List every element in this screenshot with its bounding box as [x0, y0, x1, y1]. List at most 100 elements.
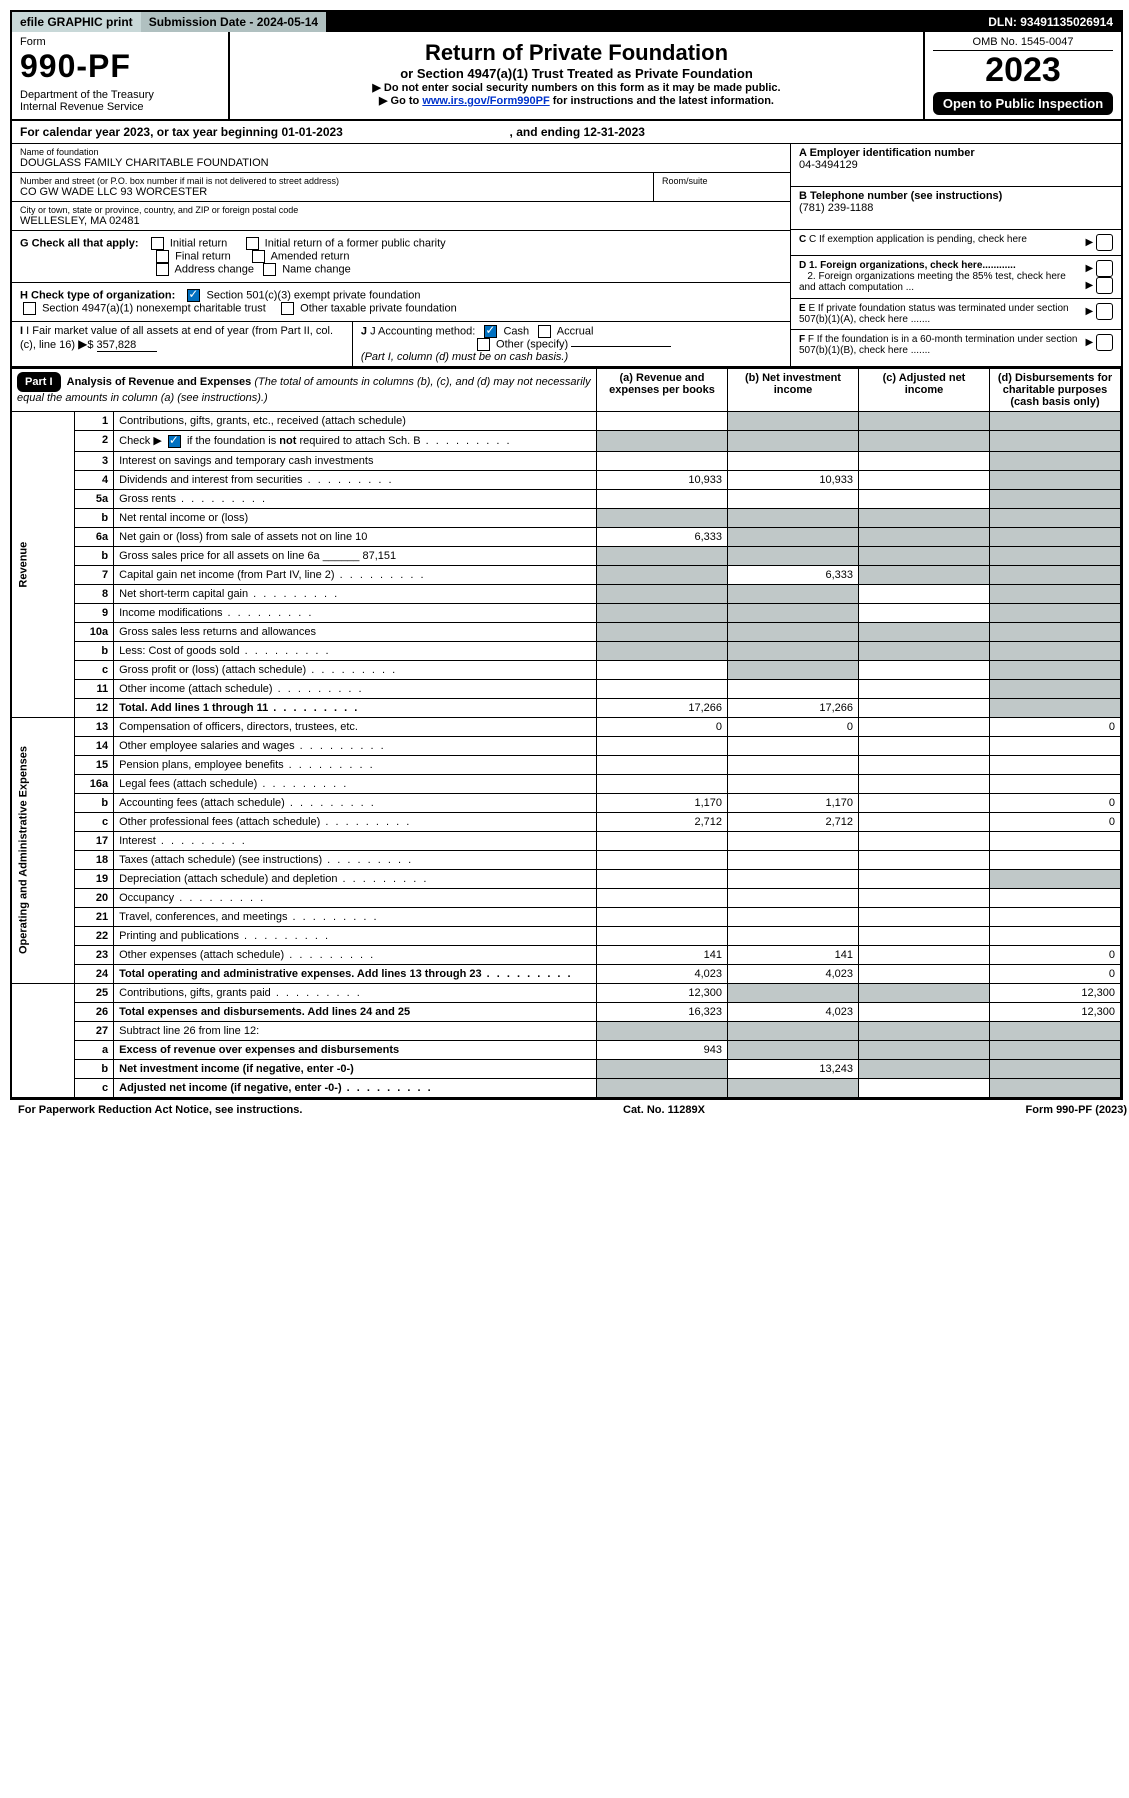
value-cell [597, 774, 728, 793]
checkbox-d1[interactable] [1096, 260, 1113, 277]
value-cell [728, 527, 859, 546]
value-cell [859, 755, 990, 774]
value-cell [990, 584, 1121, 603]
table-row: 18Taxes (attach schedule) (see instructi… [12, 850, 1121, 869]
value-cell [990, 831, 1121, 850]
value-cell [859, 869, 990, 888]
table-row: 9Income modifications [12, 603, 1121, 622]
value-cell [859, 508, 990, 527]
table-row: 16aLegal fees (attach schedule) [12, 774, 1121, 793]
value-cell: 0 [597, 717, 728, 736]
col-d-header: (d) Disbursements for charitable purpose… [990, 369, 1121, 412]
value-cell [990, 907, 1121, 926]
value-cell [990, 888, 1121, 907]
value-cell [597, 584, 728, 603]
value-cell [728, 546, 859, 565]
value-cell: 10,933 [728, 470, 859, 489]
value-cell [597, 603, 728, 622]
checkbox-other-taxable[interactable] [281, 302, 294, 315]
checkbox-d2[interactable] [1096, 277, 1113, 294]
checkbox-e[interactable] [1096, 303, 1113, 320]
value-cell: 141 [597, 945, 728, 964]
table-row: 21Travel, conferences, and meetings [12, 907, 1121, 926]
checkbox-address-change[interactable] [156, 263, 169, 276]
header-middle: Return of Private Foundation or Section … [230, 32, 923, 119]
line-number: 19 [75, 869, 114, 888]
dln: DLN: 93491135026914 [980, 12, 1121, 32]
checkbox-accrual[interactable] [538, 325, 551, 338]
value-cell [728, 1021, 859, 1040]
value-cell [859, 679, 990, 698]
value-cell [990, 1040, 1121, 1059]
value-cell [597, 831, 728, 850]
col-b-header: (b) Net investment income [728, 369, 859, 412]
value-cell [859, 412, 990, 431]
value-cell [859, 489, 990, 508]
line-description: Taxes (attach schedule) (see instruction… [114, 850, 597, 869]
checkbox-initial-former[interactable] [246, 237, 259, 250]
line-number: 23 [75, 945, 114, 964]
table-row: 20Occupancy [12, 888, 1121, 907]
line-description: Less: Cost of goods sold [114, 641, 597, 660]
line-number: c [75, 1078, 114, 1097]
checkbox-initial-return[interactable] [151, 237, 164, 250]
line-number: 10a [75, 622, 114, 641]
value-cell [597, 1078, 728, 1097]
value-cell [859, 660, 990, 679]
value-cell [859, 1002, 990, 1021]
value-cell [597, 489, 728, 508]
value-cell [990, 431, 1121, 452]
checkbox-4947[interactable] [23, 302, 36, 315]
checkbox-c[interactable] [1096, 234, 1113, 251]
value-cell: 0 [990, 945, 1121, 964]
checkbox-cash[interactable] [484, 325, 497, 338]
table-row: 5aGross rents [12, 489, 1121, 508]
checkbox-final-return[interactable] [156, 250, 169, 263]
value-cell [859, 850, 990, 869]
value-cell [597, 888, 728, 907]
line-description: Contributions, gifts, grants, etc., rece… [114, 412, 597, 431]
e-item: E E If private foundation status was ter… [791, 299, 1121, 330]
line-number: 26 [75, 1002, 114, 1021]
value-cell [597, 755, 728, 774]
value-cell [990, 774, 1121, 793]
efile-label: efile GRAPHIC print [12, 12, 141, 32]
value-cell: 4,023 [728, 1002, 859, 1021]
value-cell [728, 850, 859, 869]
checkbox-other-method[interactable] [477, 338, 490, 351]
value-cell: 0 [990, 812, 1121, 831]
checkbox-amended[interactable] [252, 250, 265, 263]
calendar-year-row: For calendar year 2023, or tax year begi… [12, 121, 1121, 144]
line-description: Other expenses (attach schedule) [114, 945, 597, 964]
checkbox-501c3[interactable] [187, 289, 200, 302]
value-cell [990, 603, 1121, 622]
irs-link[interactable]: www.irs.gov/Form990PF [422, 95, 549, 107]
value-cell [990, 508, 1121, 527]
line-number: a [75, 1040, 114, 1059]
value-cell: 0 [990, 793, 1121, 812]
room-cell: Room/suite [654, 173, 790, 201]
checkbox-sch-b[interactable] [168, 435, 181, 448]
table-row: 23Other expenses (attach schedule)141141… [12, 945, 1121, 964]
footer-right: Form 990-PF (2023) [1026, 1104, 1128, 1116]
table-row: 2Check ▶ if the foundation is not requir… [12, 431, 1121, 452]
value-cell: 141 [728, 945, 859, 964]
value-cell [859, 546, 990, 565]
telephone-cell: B Telephone number (see instructions) (7… [791, 187, 1121, 230]
value-cell [597, 431, 728, 452]
value-cell [990, 679, 1121, 698]
value-cell [728, 489, 859, 508]
line-description: Total operating and administrative expen… [114, 964, 597, 983]
value-cell [597, 660, 728, 679]
checkbox-f[interactable] [1096, 334, 1113, 351]
form-subtitle: or Section 4947(a)(1) Trust Treated as P… [238, 66, 915, 81]
j-cell: J J Accounting method: Cash Accrual Othe… [353, 322, 790, 366]
table-row: 15Pension plans, employee benefits [12, 755, 1121, 774]
checkbox-name-change[interactable] [263, 263, 276, 276]
value-cell [859, 527, 990, 546]
line-description: Gross rents [114, 489, 597, 508]
value-cell [990, 926, 1121, 945]
line-description: Gross sales price for all assets on line… [114, 546, 597, 565]
line-description: Check ▶ if the foundation is not require… [114, 431, 597, 452]
line-number: b [75, 1059, 114, 1078]
